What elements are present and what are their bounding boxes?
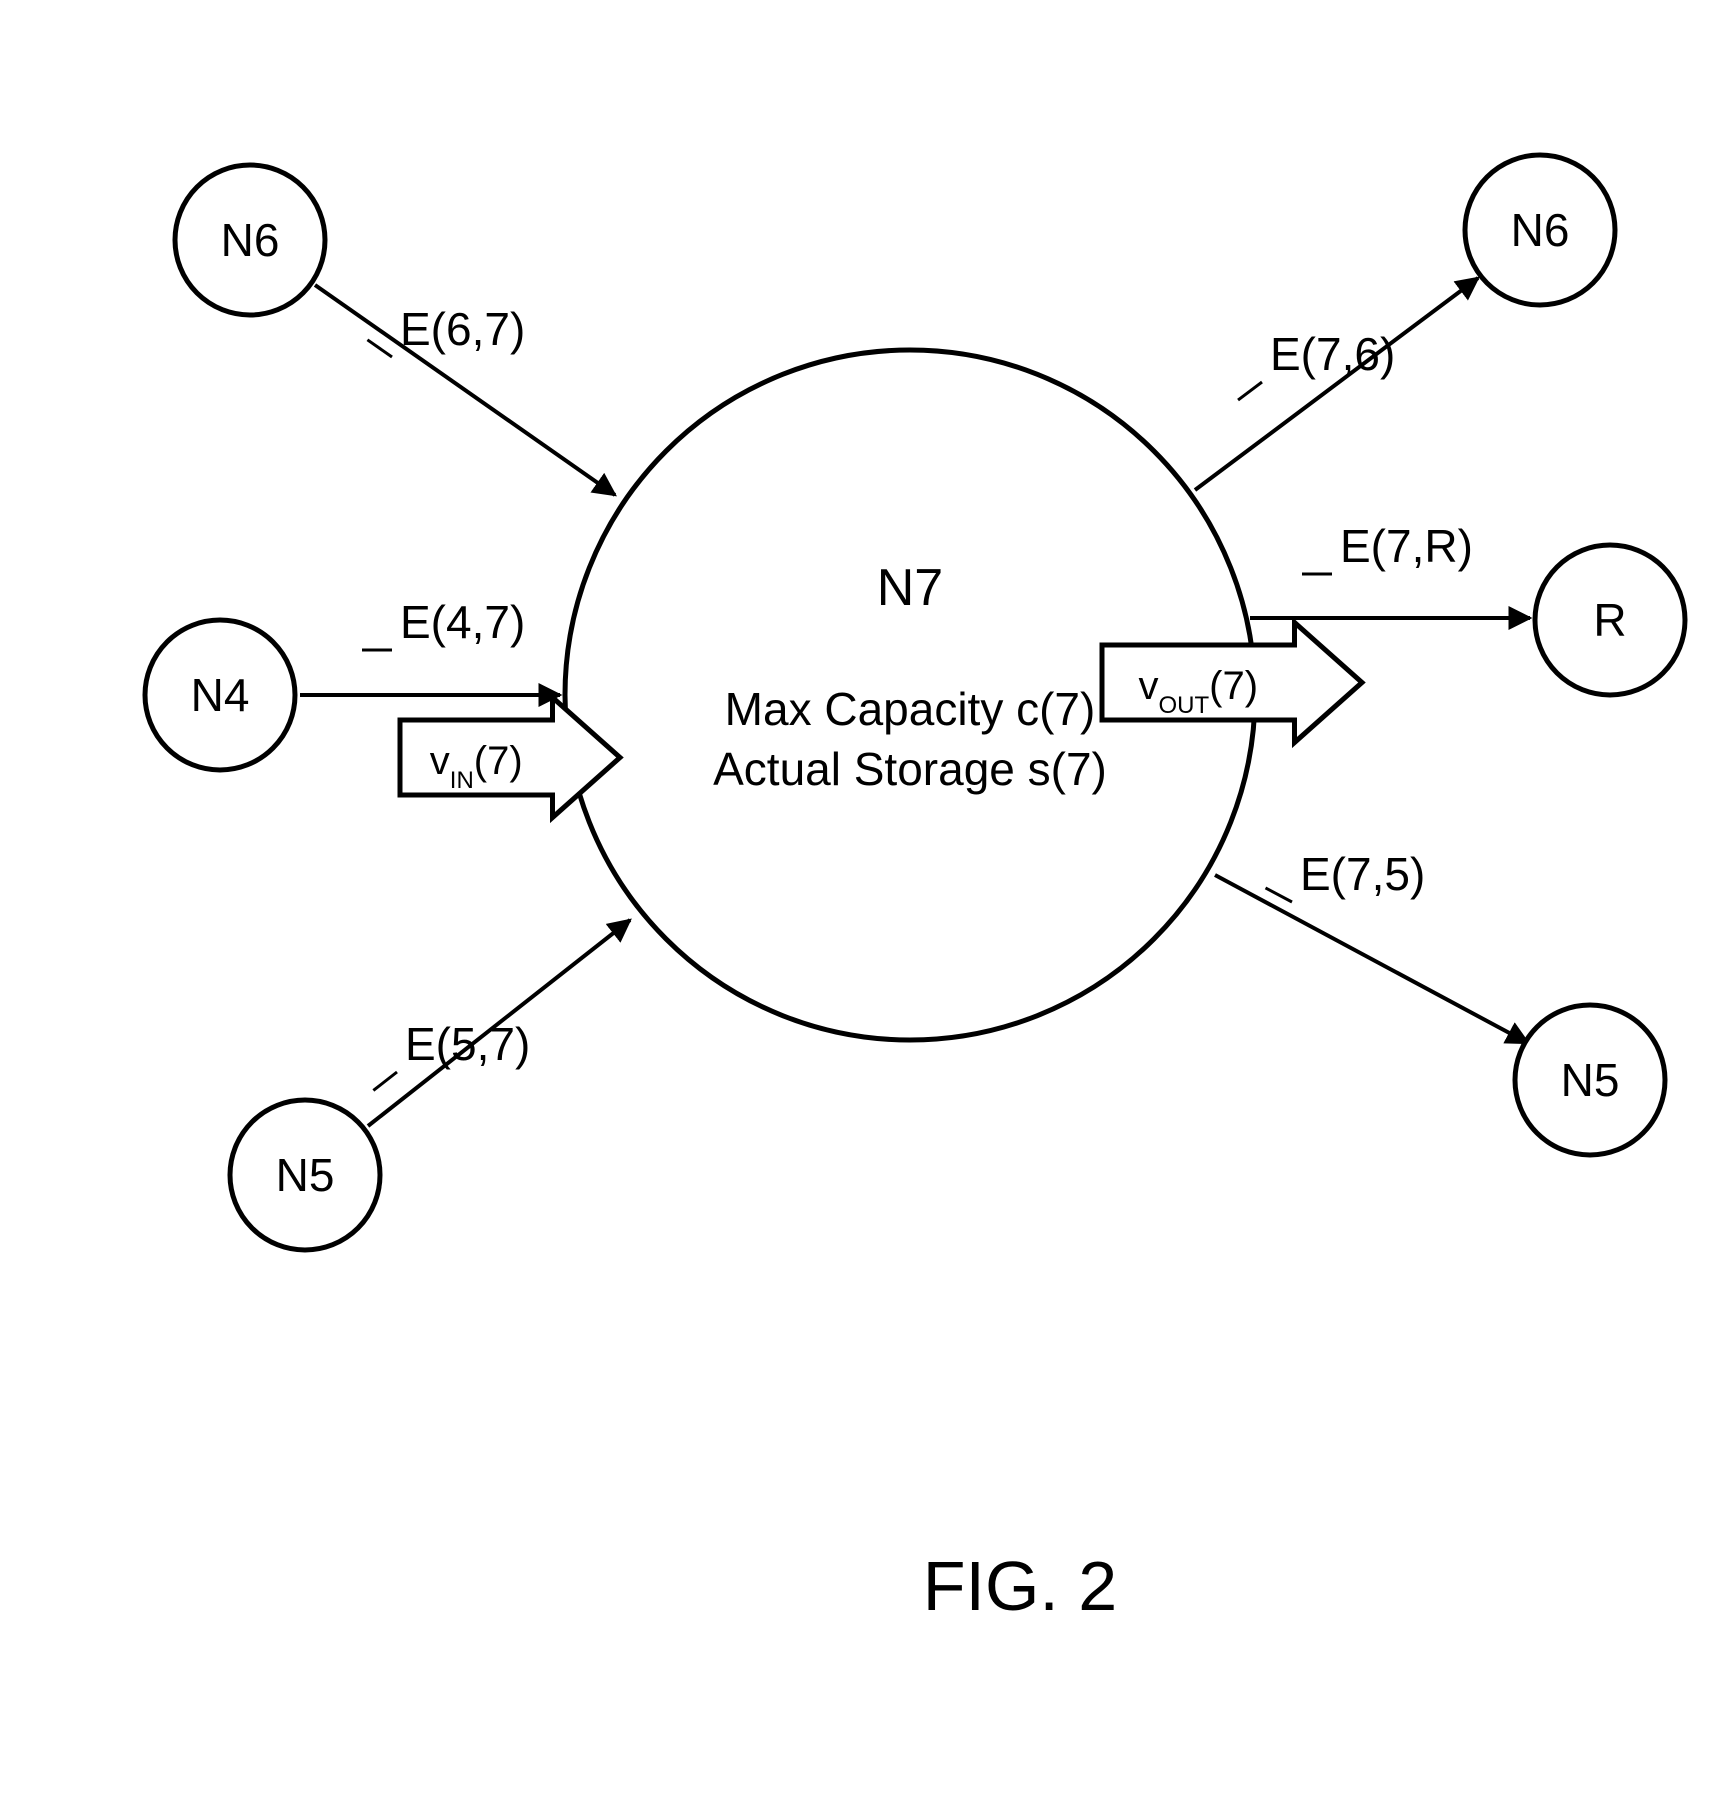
node-label: N6 [221, 214, 280, 266]
central-node-line2: Actual Storage s(7) [713, 743, 1107, 795]
central-node-title: N7 [877, 559, 943, 617]
node-label: N5 [276, 1149, 335, 1201]
edge [1195, 278, 1478, 490]
edge-label: E(7,R) [1340, 520, 1473, 572]
edge-label: E(7,5) [1300, 848, 1425, 900]
edge-label: E(5,7) [405, 1018, 530, 1070]
figure-caption: FIG. 2 [923, 1547, 1117, 1625]
node-label: R [1593, 594, 1626, 646]
node-label: N6 [1511, 204, 1570, 256]
edge-label-lead [373, 1072, 397, 1090]
edge-label: E(4,7) [400, 596, 525, 648]
edge-label: E(6,7) [400, 303, 525, 355]
edge-label-lead [367, 340, 392, 357]
edge-label-lead [1266, 888, 1292, 902]
node-label: N4 [191, 669, 250, 721]
node-label: N5 [1561, 1054, 1620, 1106]
central-node-line1: Max Capacity c(7) [725, 683, 1096, 735]
edge-label: E(7,6) [1270, 328, 1395, 380]
node-diagram: N7 Max Capacity c(7) Actual Storage s(7) E(… [0, 0, 1732, 1806]
edge-label-lead [1238, 382, 1262, 400]
edge [1215, 875, 1528, 1043]
